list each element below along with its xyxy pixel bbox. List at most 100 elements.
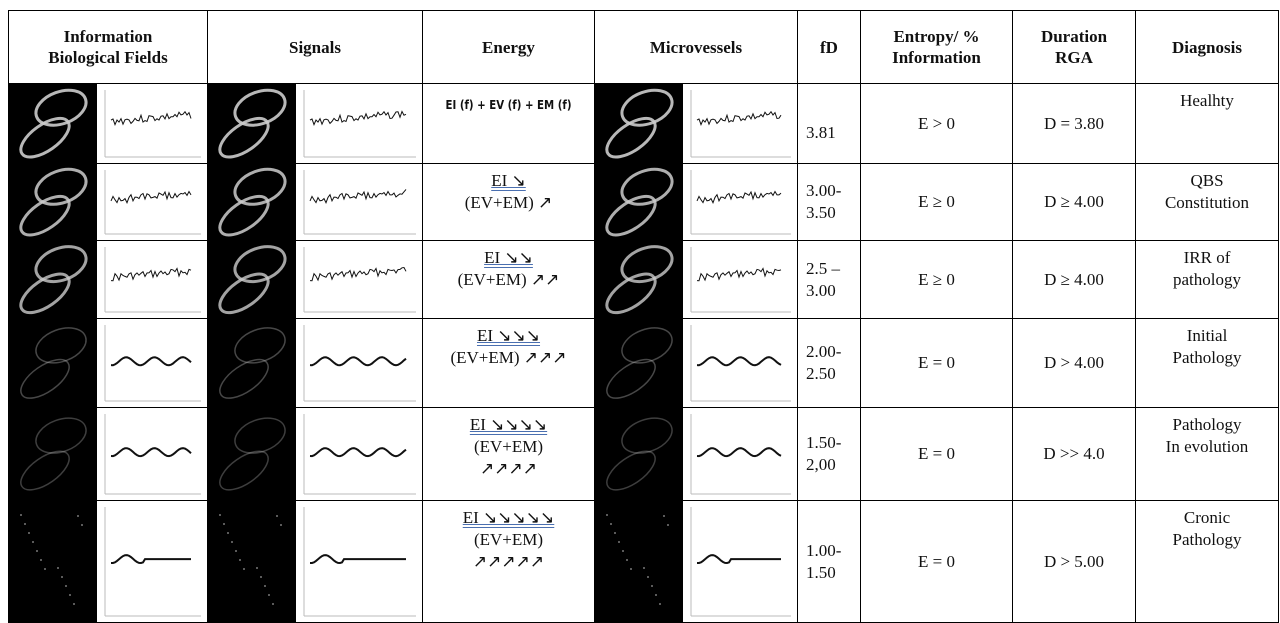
duration-cell: D ≥ 4.00	[1013, 164, 1136, 241]
text-line: EI (f) + EV (f) + EM (f)	[436, 94, 581, 116]
text-line: QBS	[1136, 170, 1278, 192]
text-line: Information	[9, 26, 207, 47]
text-line: 2,00	[806, 454, 860, 476]
image-cell	[208, 319, 423, 408]
duration-cell: D = 3.80	[1013, 84, 1136, 164]
scan-and-signal	[9, 164, 207, 240]
energy-cell: EI ↘ (EV+EM) ↗	[423, 164, 595, 241]
text-line: In evolution	[1136, 436, 1278, 458]
scan-and-signal	[9, 408, 207, 500]
scan-and-signal	[9, 241, 207, 318]
text-line: (EV+EM) ↗↗	[423, 269, 594, 291]
underlined-text: EI ↘↘↘↘	[470, 415, 547, 434]
scan-and-signal	[208, 408, 422, 500]
image-cell	[208, 501, 423, 623]
diagnosis-cell: Healhty	[1136, 84, 1279, 164]
text-line: Pathology	[1136, 414, 1278, 436]
text-line: (EV+EM)	[423, 529, 594, 551]
text-line: 2.00-	[806, 341, 860, 363]
energy-cell: EI ↘↘↘↘↘(EV+EM)↗↗↗↗↗	[423, 501, 595, 623]
entropy-cell: E ≥ 0	[861, 164, 1013, 241]
text-line: 2.50	[806, 363, 860, 385]
fd-cell: 1.00-1.50	[798, 501, 861, 623]
scan-and-signal	[595, 84, 797, 163]
duration-cell: D > 4.00	[1013, 319, 1136, 408]
scan-and-signal	[9, 84, 207, 163]
header-cell: Diagnosis	[1136, 11, 1279, 84]
text-line: Initial	[1136, 325, 1278, 347]
image-cell	[208, 164, 423, 241]
text-line: Cronic	[1136, 507, 1278, 529]
text-line: 2.5 –	[806, 258, 860, 280]
image-cell	[595, 241, 798, 319]
text-line: EI ↘↘↘↘↘	[423, 507, 594, 529]
text-line: ↗↗↗↗↗	[423, 551, 594, 573]
header-cell: Energy	[423, 11, 595, 84]
text-line: ↗↗↗↗	[423, 458, 594, 480]
image-cell	[9, 84, 208, 164]
text-line: 1.50-	[806, 432, 860, 454]
fd-cell: 3.81	[798, 84, 861, 164]
scan-and-signal	[595, 241, 797, 318]
fd-cell: 2.5 –3.00	[798, 241, 861, 319]
image-cell	[9, 164, 208, 241]
image-cell	[595, 164, 798, 241]
text-line: Microvessels	[595, 37, 797, 58]
image-cell	[595, 84, 798, 164]
scan-and-signal	[208, 164, 422, 240]
fd-cell: 1.50-2,00	[798, 408, 861, 501]
text-line: fD	[798, 37, 860, 58]
text-line: Entropy/ %	[861, 26, 1012, 47]
header-cell: Microvessels	[595, 11, 798, 84]
text-line: (EV+EM)	[423, 436, 594, 458]
fd-cell: 2.00-2.50	[798, 319, 861, 408]
underlined-text: EI ↘↘	[484, 248, 533, 267]
image-cell	[9, 501, 208, 623]
scan-and-signal	[208, 84, 422, 163]
image-cell	[9, 408, 208, 501]
energy-cell: EI ↘↘↘(EV+EM) ↗↗↗	[423, 319, 595, 408]
text-line: (EV+EM) ↗	[423, 192, 594, 214]
text-line: Healhty	[1136, 90, 1278, 112]
entropy-cell: E = 0	[861, 319, 1013, 408]
scan-and-signal	[595, 164, 797, 240]
image-cell	[9, 319, 208, 408]
scan-and-signal	[208, 241, 422, 318]
text-line: 3.00-	[806, 180, 860, 202]
scan-and-signal	[595, 408, 797, 500]
scan-and-signal	[595, 501, 797, 622]
duration-cell: D > 5.00	[1013, 501, 1136, 623]
entropy-cell: E ≥ 0	[861, 241, 1013, 319]
header-cell: fD	[798, 11, 861, 84]
underlined-text: EI ↘	[491, 171, 526, 190]
text-line: Information	[861, 47, 1012, 68]
energy-cell: EI (f) + EV (f) + EM (f)	[423, 84, 595, 164]
text-line: Pathology	[1136, 347, 1278, 369]
text-line: RGA	[1013, 47, 1135, 68]
duration-cell: D ≥ 4.00	[1013, 241, 1136, 319]
text-line: EI ↘↘↘↘	[423, 414, 594, 436]
entropy-cell: E = 0	[861, 408, 1013, 501]
text-line: 3.81	[806, 122, 860, 144]
energy-cell: EI ↘↘ (EV+EM) ↗↗	[423, 241, 595, 319]
scan-and-signal	[9, 319, 207, 407]
page: InformationBiological FieldsSignalsEnerg…	[0, 0, 1280, 622]
text-line: Energy	[423, 37, 594, 58]
image-cell	[208, 84, 423, 164]
text-line: EI ↘↘↘	[423, 325, 594, 347]
entropy-cell: E = 0	[861, 501, 1013, 623]
scan-and-signal	[595, 319, 797, 407]
